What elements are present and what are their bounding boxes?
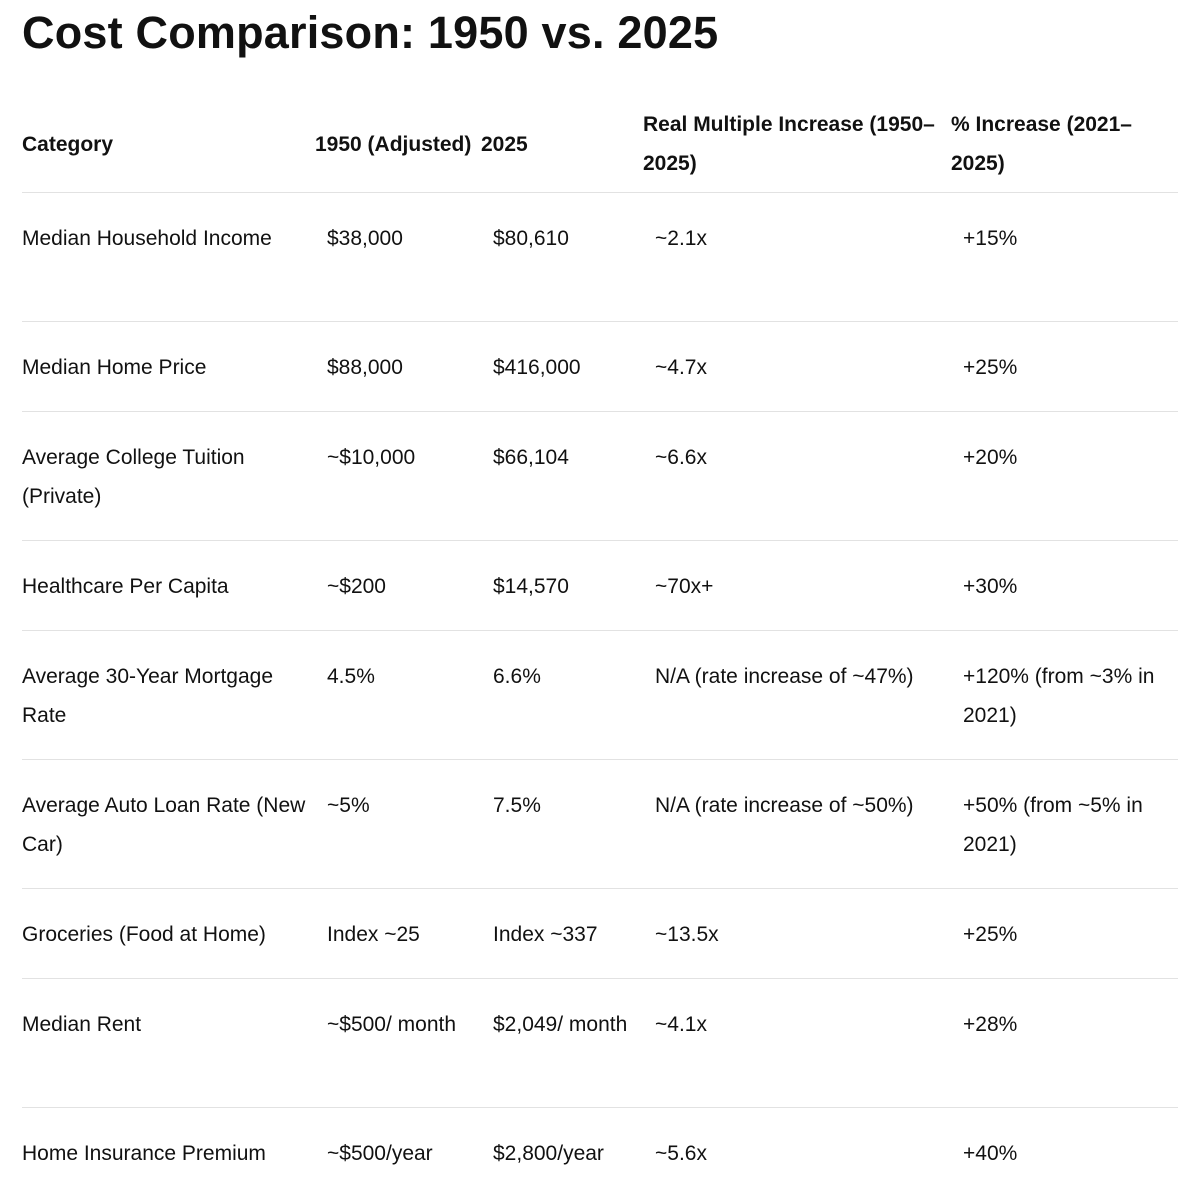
cell-1950: $38,000 — [327, 227, 403, 250]
cost-comparison-table: Category 1950 (Adjusted) 2025 Real Multi… — [22, 96, 1178, 1198]
cell-real-multiple: ~13.5x — [655, 923, 719, 946]
header-category: Category — [22, 132, 114, 156]
cell-2025: $14,570 — [493, 575, 569, 598]
cell-real-multiple: ~4.1x — [655, 1013, 707, 1036]
header-1950: 1950 (Adjusted) — [315, 132, 472, 156]
table-row: Median Home Price $88,000 $416,000 ~4.7x… — [22, 322, 1178, 412]
cell-percent-increase: +25% — [963, 356, 1018, 379]
cell-percent-increase: +40% — [963, 1142, 1018, 1165]
cell-real-multiple: ~5.6x — [655, 1142, 707, 1165]
cell-1950: ~$500/ month — [327, 1013, 457, 1036]
cell-category: Groceries (Food at Home) — [22, 923, 266, 946]
cell-1950: 4.5% — [327, 665, 375, 688]
table-header-row: Category 1950 (Adjusted) 2025 Real Multi… — [22, 96, 1178, 193]
cell-category: Average College Tuition (Private) — [22, 446, 245, 508]
cell-1950: $88,000 — [327, 356, 403, 379]
cell-2025: Index ~337 — [493, 923, 598, 946]
cell-category: Average Auto Loan Rate (New Car) — [22, 794, 306, 856]
cell-category: Median Rent — [22, 1013, 142, 1036]
cell-2025: $2,800/year — [493, 1142, 604, 1165]
table-row: Median Rent ~$500/ month $2,049/ month ~… — [22, 979, 1178, 1108]
cell-2025: 7.5% — [493, 794, 541, 817]
cell-real-multiple: ~70x+ — [655, 575, 714, 598]
cell-1950: ~$10,000 — [327, 446, 416, 469]
cell-real-multiple: ~4.7x — [655, 356, 707, 379]
cell-1950: ~$200 — [327, 575, 386, 598]
cell-2025: $80,610 — [493, 227, 569, 250]
table-row: Average 30-Year Mortgage Rate 4.5% 6.6% … — [22, 631, 1178, 760]
header-2025: 2025 — [481, 132, 528, 156]
cell-real-multiple: ~6.6x — [655, 446, 707, 469]
cell-real-multiple: ~2.1x — [655, 227, 707, 250]
cell-category: Healthcare Per Capita — [22, 575, 229, 598]
cell-percent-increase: +20% — [963, 446, 1018, 469]
cell-2025: $2,049/ month — [493, 1013, 628, 1036]
cell-percent-increase: +120% (from ~3% in 2021) — [963, 665, 1155, 727]
cell-1950: ~$500/year — [327, 1142, 433, 1165]
cell-category: Median Household Income — [22, 227, 272, 250]
cell-1950: ~5% — [327, 794, 370, 817]
cell-category: Median Home Price — [22, 356, 207, 379]
header-real-multiple: Real Multiple Increase (1950–2025) — [643, 113, 935, 175]
cell-2025: $416,000 — [493, 356, 581, 379]
table-row: Home Insurance Premium ~$500/year $2,800… — [22, 1108, 1178, 1198]
cell-percent-increase: +15% — [963, 227, 1018, 250]
table-row: Average College Tuition (Private) ~$10,0… — [22, 412, 1178, 541]
table-row: Healthcare Per Capita ~$200 $14,570 ~70x… — [22, 541, 1178, 631]
table-row: Median Household Income $38,000 $80,610 … — [22, 193, 1178, 322]
table-row: Average Auto Loan Rate (New Car) ~5% 7.5… — [22, 760, 1178, 889]
cell-1950: Index ~25 — [327, 923, 420, 946]
cell-2025: 6.6% — [493, 665, 541, 688]
cell-percent-increase: +25% — [963, 923, 1018, 946]
page-title: Cost Comparison: 1950 vs. 2025 — [22, 7, 719, 58]
cell-category: Home Insurance Premium — [22, 1142, 266, 1165]
cell-real-multiple: N/A (rate increase of ~50%) — [655, 794, 914, 817]
cell-real-multiple: N/A (rate increase of ~47%) — [655, 665, 914, 688]
cell-percent-increase: +28% — [963, 1013, 1018, 1036]
cell-2025: $66,104 — [493, 446, 569, 469]
header-percent-increase: % Increase (2021–2025) — [951, 113, 1132, 175]
cell-percent-increase: +50% (from ~5% in 2021) — [963, 794, 1143, 856]
cell-percent-increase: +30% — [963, 575, 1018, 598]
cell-category: Average 30-Year Mortgage Rate — [22, 665, 274, 727]
table-row: Groceries (Food at Home) Index ~25 Index… — [22, 889, 1178, 979]
